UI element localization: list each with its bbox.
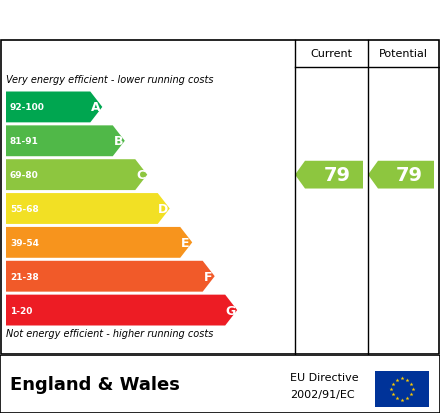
Text: 1-20: 1-20: [10, 306, 33, 315]
Text: C: C: [136, 169, 145, 182]
Text: D: D: [158, 202, 168, 216]
Polygon shape: [6, 194, 170, 224]
Text: EU Directive: EU Directive: [290, 372, 359, 382]
Text: F: F: [204, 270, 213, 283]
Polygon shape: [6, 261, 215, 292]
Text: 79: 79: [396, 166, 422, 185]
Text: 55-68: 55-68: [10, 204, 39, 214]
Polygon shape: [6, 228, 192, 258]
Polygon shape: [295, 161, 363, 189]
Text: Potential: Potential: [379, 49, 428, 59]
Text: 92-100: 92-100: [10, 103, 45, 112]
Text: 81-91: 81-91: [10, 137, 39, 146]
Polygon shape: [6, 295, 237, 326]
Text: 39-54: 39-54: [10, 238, 39, 247]
Text: 2002/91/EC: 2002/91/EC: [290, 389, 355, 399]
Text: 21-38: 21-38: [10, 272, 39, 281]
Text: E: E: [181, 236, 190, 249]
Polygon shape: [6, 92, 102, 123]
Text: 79: 79: [323, 166, 351, 185]
Text: Very energy efficient - lower running costs: Very energy efficient - lower running co…: [6, 75, 213, 85]
Polygon shape: [6, 160, 147, 191]
Text: Current: Current: [311, 49, 352, 59]
Text: B: B: [114, 135, 123, 148]
Text: 69-80: 69-80: [10, 171, 39, 180]
Text: A: A: [91, 101, 100, 114]
Text: G: G: [225, 304, 236, 317]
Text: Energy Efficiency Rating: Energy Efficiency Rating: [11, 10, 299, 30]
Text: England & Wales: England & Wales: [10, 375, 180, 393]
Polygon shape: [368, 161, 434, 189]
Bar: [375, 371, 429, 407]
Text: Not energy efficient - higher running costs: Not energy efficient - higher running co…: [6, 328, 213, 338]
Polygon shape: [6, 126, 125, 157]
